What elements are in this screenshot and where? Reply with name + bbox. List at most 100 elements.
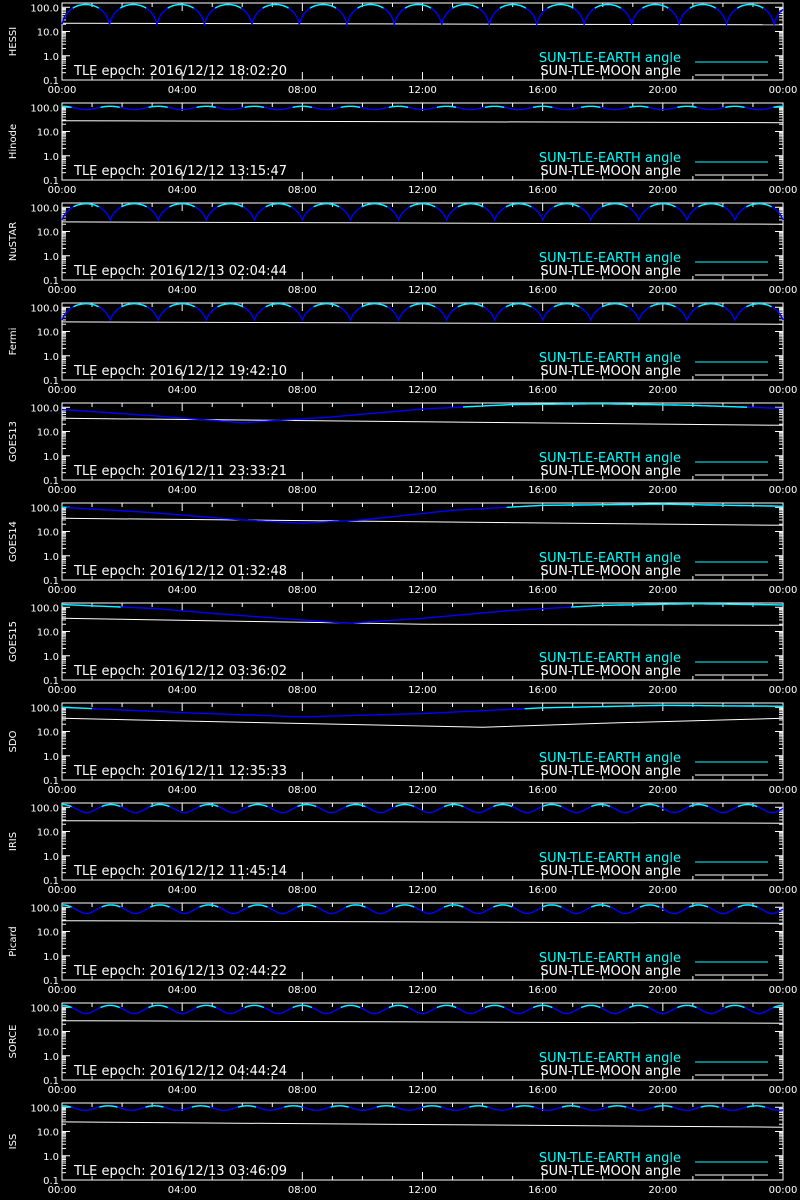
series-earth-sunlit-line — [493, 904, 513, 908]
series-earth-sunlit-line — [571, 602, 783, 608]
series-earth-sunlit-line — [62, 803, 72, 808]
y-tick-label: 10.0 — [37, 428, 59, 439]
x-tick-label: 08:00 — [288, 1085, 317, 1096]
legend-earth-label: SUN-TLE-EARTH angle — [539, 751, 681, 766]
legend-earth-label: SUN-TLE-EARTH angle — [539, 851, 681, 866]
series-earth-shadow-line — [62, 904, 784, 915]
tle-epoch-label: TLE epoch: 2016/12/12 18:02:20 — [73, 64, 287, 79]
series-earth-shadow-line — [61, 1004, 784, 1015]
x-tick-label: 00:00 — [769, 1085, 798, 1096]
x-tick-label: 16:00 — [528, 985, 557, 996]
x-tick-label: 12:00 — [408, 1085, 437, 1096]
panel-fermi: 100.010.01.00.100:00 04:00 08:00 12:00 16:00… — [8, 302, 797, 396]
x-tick-label: 12:00 — [408, 585, 437, 596]
legend-earth-label: SUN-TLE-EARTH angle — [539, 1051, 681, 1066]
series-earth-sunlit-line — [689, 3, 717, 9]
series-earth-sunlit-line — [532, 105, 553, 108]
panel-label: Picard — [8, 926, 19, 957]
x-tick-label: 08:00 — [288, 885, 317, 896]
x-tick-label: 00:00 — [769, 985, 798, 996]
series-earth-sunlit-line — [62, 1105, 72, 1108]
legend-earth-label: SUN-TLE-EARTH angle — [539, 1151, 681, 1166]
y-tick-label: 1.0 — [43, 352, 59, 363]
y-tick-label: 100.0 — [30, 603, 59, 614]
series-earth-sunlit-line — [737, 904, 758, 908]
series-earth-sunlit-line — [443, 803, 464, 808]
series-earth-sunlit-line — [688, 904, 709, 908]
series-earth-sunlit-line — [217, 202, 244, 208]
series-moon-line — [61, 820, 784, 824]
x-tick-label: 16:00 — [528, 685, 557, 696]
y-tick-label: 10.0 — [37, 328, 59, 339]
x-tick-label: 04:00 — [168, 485, 197, 496]
y-tick-label: 1.0 — [43, 1052, 59, 1063]
y-tick-label: 1.0 — [43, 52, 59, 63]
series-moon-line — [61, 1121, 784, 1128]
y-tick-label: 1.0 — [43, 652, 59, 663]
series-earth-sunlit-line — [590, 904, 611, 908]
series-earth-sunlit-line — [484, 105, 505, 108]
x-tick-label: 08:00 — [288, 685, 317, 696]
series-earth-sunlit-line — [457, 303, 484, 308]
x-tick-label: 20:00 — [648, 1185, 677, 1196]
y-tick-label: 10.0 — [37, 28, 59, 39]
series-earth-sunlit-line — [340, 105, 361, 108]
x-tick-label: 20:00 — [648, 1085, 677, 1096]
series-earth-sunlit-line — [388, 105, 409, 108]
panel-label: GOES15 — [8, 621, 19, 662]
x-tick-label: 00:00 — [769, 285, 798, 296]
x-tick-label: 00:00 — [48, 85, 77, 96]
series-earth-sunlit-line — [61, 603, 121, 608]
x-tick-label: 04:00 — [168, 985, 197, 996]
y-tick-label: 100.0 — [30, 203, 59, 214]
series-earth-sunlit-line — [594, 3, 622, 9]
series-earth-sunlit-line — [217, 303, 244, 308]
y-tick-label: 100.0 — [30, 103, 59, 114]
panel-nustar: 100.010.01.00.100:00 04:00 08:00 12:00 16:00… — [8, 202, 798, 296]
series-earth-sunlit-line — [601, 202, 628, 208]
y-tick-label: 1.0 — [43, 552, 59, 563]
series-earth-sunlit-line — [745, 303, 772, 308]
y-tick-label: 100.0 — [30, 803, 59, 814]
panel-sdo: 100.010.01.00.100:00 04:00 08:00 12:00 16:00… — [8, 702, 797, 796]
y-tick-label: 10.0 — [37, 628, 59, 639]
x-tick-label: 08:00 — [288, 985, 317, 996]
x-tick-label: 00:00 — [48, 785, 77, 796]
y-tick-label: 0.1 — [43, 576, 59, 587]
series-earth-sunlit-line — [169, 303, 196, 308]
x-tick-label: 16:00 — [528, 785, 557, 796]
legend-moon-label: SUN-TLE-MOON angle — [540, 464, 681, 479]
panel-label: ISS — [8, 1134, 19, 1150]
series-earth-sunlit-line — [553, 303, 580, 308]
panel-label: IRIS — [8, 832, 19, 851]
panel-label: NuSTAR — [8, 222, 19, 261]
series-earth-sunlit-line — [629, 105, 649, 108]
x-tick-label: 00:00 — [48, 185, 77, 196]
y-tick-label: 0.1 — [43, 976, 59, 987]
series-earth-sunlit-line — [62, 105, 72, 108]
series-earth-sunlit-line — [404, 3, 432, 9]
tle-epoch-label: TLE epoch: 2016/12/12 03:36:02 — [73, 664, 287, 679]
series-earth-sunlit-line — [196, 1004, 217, 1009]
x-tick-label: 08:00 — [288, 1185, 317, 1196]
series-earth-shadow-line — [62, 105, 783, 111]
series-earth-sunlit-line — [452, 3, 479, 9]
series-earth-sunlit-line — [422, 1105, 442, 1108]
panel-goes13: 100.010.01.00.100:00 04:00 08:00 12:00 16:00… — [8, 402, 797, 496]
tle-epoch-label: TLE epoch: 2016/12/12 13:15:47 — [73, 164, 287, 179]
x-tick-label: 16:00 — [528, 1185, 557, 1196]
series-earth-sunlit-line — [532, 1004, 553, 1009]
x-tick-label: 16:00 — [528, 185, 557, 196]
series-earth-sunlit-line — [361, 303, 388, 308]
series-earth-sunlit-line — [262, 3, 289, 9]
legend-moon-label: SUN-TLE-MOON angle — [540, 164, 681, 179]
series-earth-sunlit-line — [265, 303, 292, 308]
series-earth-sunlit-line — [196, 105, 216, 108]
series-earth-sunlit-line — [499, 3, 527, 9]
series-earth-sunlit-line — [639, 904, 660, 908]
series-earth-sunlit-line — [61, 1004, 72, 1009]
panel-label: Fermi — [8, 328, 19, 356]
series-earth-sunlit-line — [292, 105, 313, 108]
x-tick-label: 00:00 — [769, 1185, 798, 1196]
y-tick-label: 0.1 — [43, 276, 59, 287]
